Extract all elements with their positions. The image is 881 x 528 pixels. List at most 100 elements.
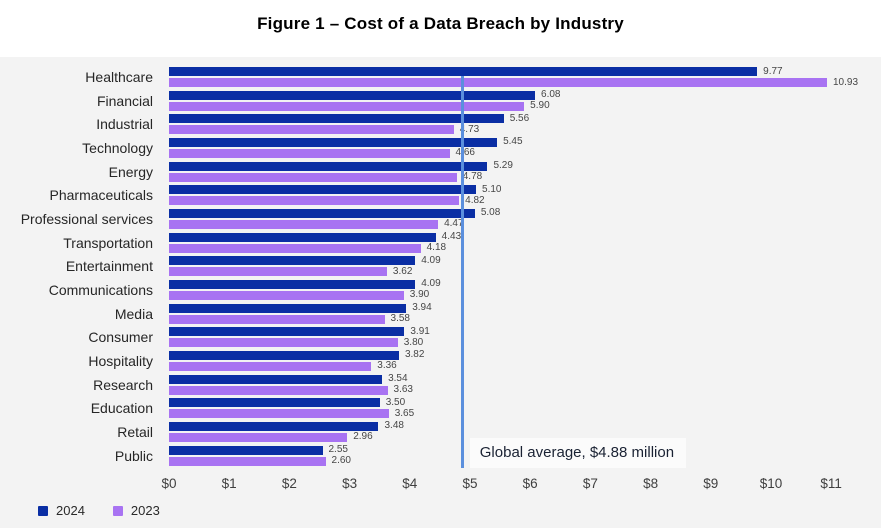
value-label-2024-technology: 5.45	[503, 136, 523, 148]
bar-2023-communications	[169, 290, 404, 300]
bar-2023-public	[169, 456, 326, 466]
axis-tick-1: $1	[221, 476, 237, 491]
legend-label-2023: 2023	[130, 503, 160, 518]
value-label-2024-transportation: 4.43	[441, 231, 462, 243]
legend-item-2024: 2024	[38, 503, 85, 518]
bar-2023-media	[169, 314, 385, 324]
bar-2023-research	[169, 385, 388, 395]
category-label-financial: Financial	[96, 92, 153, 109]
value-label-2023-education: 3.65	[394, 407, 415, 419]
value-label-2023-retail: 2.96	[353, 431, 373, 443]
value-label-2024-financial: 6.08	[541, 89, 561, 101]
value-label-2023-technology: 4.66	[455, 147, 475, 159]
axis-tick-9: $9	[703, 476, 719, 491]
axis-tick-8: $8	[643, 476, 659, 491]
value-label-2024-retail: 3.48	[384, 420, 404, 432]
axis-tick-0: $0	[161, 476, 177, 491]
bar-2024-public	[169, 445, 323, 455]
value-label-2023-hospitality: 3.36	[377, 360, 397, 372]
bar-2024-communications	[169, 279, 416, 289]
bar-2024-financial	[169, 90, 536, 100]
value-label-2023-transportation: 4.18	[426, 242, 447, 254]
bar-2023-energy	[169, 172, 457, 182]
chart-area: Healthcare 9.77 10.93 Financial 6.08 5.90 Indu…	[0, 57, 881, 528]
bar-2023-hospitality	[169, 361, 372, 371]
value-label-2024-entertainment: 4.09	[421, 254, 441, 266]
category-label-public: Public	[114, 447, 153, 464]
value-label-2023-pharmaceuticals: 4.82	[465, 194, 485, 206]
bar-2023-healthcare	[169, 78, 827, 87]
value-label-2023-public: 2.60	[331, 455, 351, 467]
bar-2024-media	[169, 303, 407, 313]
bar-2024-technology	[169, 137, 498, 147]
bar-2024-energy	[169, 161, 488, 171]
axis-tick-2: $2	[281, 476, 297, 491]
bar-2023-education	[169, 409, 389, 419]
value-label-2023-entertainment: 3.62	[392, 265, 413, 277]
value-label-2023-energy: 4.78	[462, 171, 483, 183]
bar-2023-technology	[169, 148, 450, 158]
category-label-pharmaceuticals: Pharmaceuticals	[49, 187, 154, 204]
value-label-2024-public: 2.55	[328, 444, 348, 456]
category-label-transportation: Transportation	[63, 234, 153, 251]
category-label-healthcare: Healthcare	[85, 69, 153, 85]
bar-2024-research	[169, 374, 383, 384]
legend-swatch-2024	[38, 505, 48, 516]
value-label-2024-pharmaceuticals: 5.10	[482, 183, 502, 195]
bar-2024-industrial	[169, 114, 504, 124]
category-label-industrial: Industrial	[96, 116, 153, 133]
category-label-hospitality: Hospitality	[88, 352, 153, 369]
axis-tick-6: $6	[522, 476, 538, 491]
value-label-2024-media: 3.94	[412, 302, 432, 314]
value-label-2023-media: 3.58	[390, 313, 410, 325]
bar-2023-pharmaceuticals	[169, 196, 460, 206]
value-label-2023-financial: 5.90	[530, 100, 550, 112]
value-label-2023-research: 3.63	[393, 384, 413, 396]
value-label-2024-healthcare: 9.77	[763, 65, 783, 77]
value-label-2023-healthcare: 10.93	[832, 76, 859, 88]
value-label-2024-education: 3.50	[385, 396, 406, 408]
figure-title: Figure 1 – Cost of a Data Breach by Indu…	[257, 14, 624, 33]
bar-2023-retail	[169, 432, 348, 442]
axis-tick-11: $11	[820, 476, 842, 491]
bar-2024-retail	[169, 421, 379, 431]
value-label-2024-industrial: 5.56	[509, 112, 530, 124]
value-label-2023-professional-services: 4.47	[444, 218, 464, 230]
axis-tick-4: $4	[402, 476, 418, 491]
category-label-technology: Technology	[82, 139, 153, 156]
average-annotation: Global average, $4.88 million	[469, 438, 687, 468]
bar-2024-professional-services	[169, 208, 475, 218]
value-label-2024-professional-services: 5.08	[480, 207, 501, 219]
bar-2023-consumer	[169, 338, 398, 348]
value-label-2024-energy: 5.29	[493, 160, 513, 172]
bar-2024-pharmaceuticals	[169, 185, 477, 195]
category-label-professional-services: Professional services	[20, 210, 153, 227]
axis-tick-3: $3	[342, 476, 358, 491]
bar-2024-consumer	[169, 327, 405, 337]
average-line	[461, 76, 465, 468]
legend-label-2024: 2024	[56, 503, 85, 518]
category-label-education: Education	[90, 400, 153, 417]
value-label-2023-industrial: 4.73	[459, 123, 480, 135]
value-label-2024-communications: 4.09	[421, 278, 441, 290]
bar-2023-entertainment	[169, 267, 387, 277]
bar-2024-hospitality	[169, 350, 399, 360]
legend-item-2023: 2023	[112, 503, 160, 518]
category-label-entertainment: Entertainment	[65, 258, 153, 275]
value-label-2024-research: 3.54	[388, 373, 408, 385]
category-label-consumer: Consumer	[88, 329, 153, 346]
category-label-retail: Retail	[117, 423, 153, 440]
legend: 2024 2023	[38, 503, 160, 518]
bar-2024-entertainment	[169, 256, 416, 266]
bar-2023-financial	[169, 101, 525, 111]
axis-tick-10: $10	[759, 476, 783, 491]
bar-2024-transportation	[169, 232, 436, 242]
bar-2024-healthcare	[169, 67, 758, 76]
value-label-2024-consumer: 3.91	[410, 325, 430, 337]
bar-2023-transportation	[169, 243, 421, 253]
category-label-energy: Energy	[108, 163, 153, 180]
category-label-research: Research	[93, 376, 153, 393]
legend-swatch-2023	[112, 505, 123, 516]
value-label-2023-consumer: 3.80	[403, 336, 424, 348]
